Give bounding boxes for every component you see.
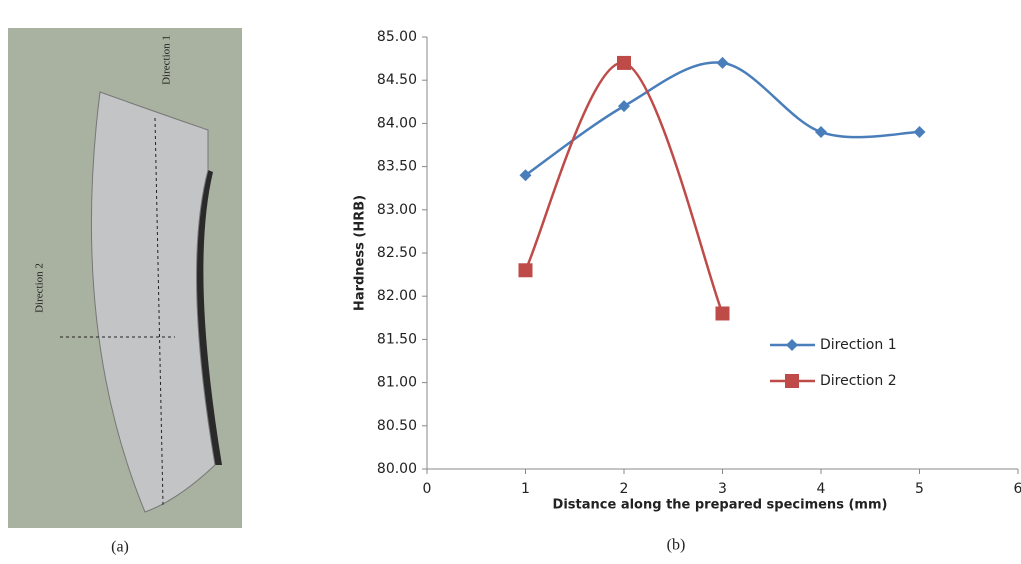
x-tick-label: 6 [1014,481,1021,497]
caption: (a) [111,539,129,556]
data-point [519,263,533,277]
data-point [914,126,926,138]
y-tick-label: 84.50 [377,72,417,88]
x-tick-label: 3 [718,481,727,497]
y-tick-label: 81.50 [377,331,417,347]
data-point [717,57,729,69]
photo: Direction 1 Direction 2 (a) [8,28,242,556]
data-point [618,100,630,112]
legend-label: Direction 2 [820,373,897,389]
y-tick-label: 80.00 [377,461,417,477]
data-point [815,126,827,138]
y-tick-label: 83.50 [377,159,417,175]
direction-label: Direction 2 [34,263,46,313]
figure: Direction 1 Direction 2 (a) (b) Distance… [0,0,1021,560]
x-tick-label: 4 [817,481,826,497]
x-tick-label: 0 [423,481,432,497]
y-tick-label: 84.00 [377,115,417,131]
x-tick-label: 5 [915,481,924,497]
data-point [716,306,730,320]
y-tick-label: 82.00 [377,288,417,304]
direction-label: Direction 1 [161,35,173,85]
data-point [617,56,631,70]
x-tick-label: 1 [521,481,530,497]
y-tick-label: 83.00 [377,202,417,218]
y-tick-label: 81.00 [377,375,417,391]
x-axis-label: Distance along the prepared specimens (m… [553,498,888,513]
legend-marker [786,339,798,351]
y-tick-label: 82.50 [377,245,417,261]
y-axis-label: Hardness (HRB) [353,195,368,311]
legend-label: Direction 1 [820,337,897,353]
legend-marker [785,374,799,388]
y-tick-label: 80.50 [377,418,417,434]
x-tick-label: 2 [620,481,629,497]
y-tick-label: 85.00 [377,29,417,45]
series-line [526,62,920,175]
caption: (b) [667,537,686,554]
